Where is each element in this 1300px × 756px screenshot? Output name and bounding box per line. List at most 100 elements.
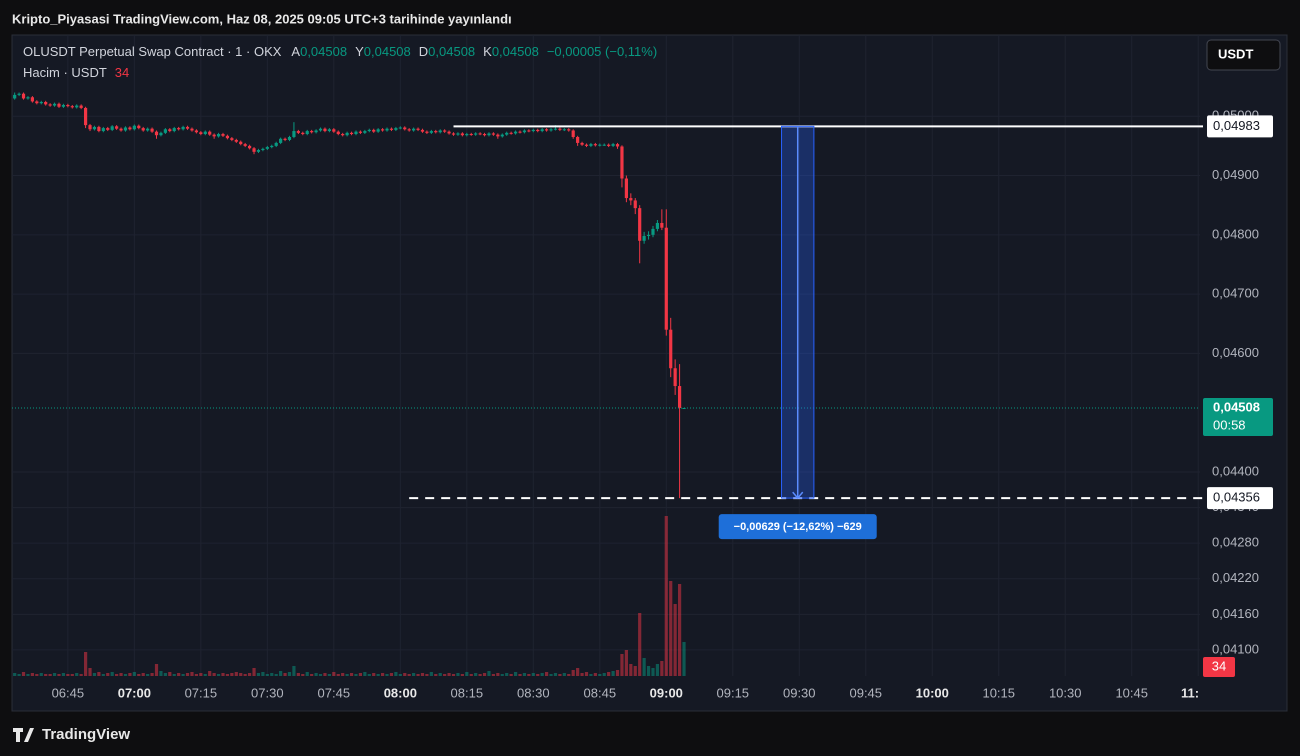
volume-bar [660,661,664,676]
candle-body [669,329,673,369]
candle-body [602,144,606,146]
volume-bar [21,672,26,676]
volume-bar [500,674,504,676]
price-line-label-box [1207,115,1273,138]
candle-body [234,139,238,142]
candle-body [305,131,309,135]
candle-body [212,134,216,137]
candle-body [101,128,105,132]
candle-body [141,128,145,131]
volume-bar [367,674,371,676]
legend-value: 0,04508 [492,44,539,59]
volume-bar [664,516,668,676]
volume-bar [673,604,677,676]
plot [12,92,1200,676]
dashed-line-label: 0,04356 [1213,490,1260,505]
volume-bar [83,652,88,676]
candle-body [416,128,420,130]
x-tick-label: 07:45 [318,685,351,700]
volume-bar [518,674,522,676]
volume-bar [451,674,456,676]
volume-bar [394,672,398,676]
volume-axis-box [1203,657,1235,677]
candle-body [482,134,487,136]
candle-body [243,144,247,146]
grid [12,35,1200,676]
candle-body [21,93,26,99]
measure-arrowhead [792,491,804,500]
volume-bar [354,674,358,676]
volume-bar [248,673,252,676]
volume-bar [429,672,433,676]
volume-bar [261,672,265,676]
x-tick-label: 07:00 [118,685,151,700]
candle-body [513,131,518,134]
volume-bar [669,581,673,676]
y-tick-label: 0,04600 [1212,345,1259,360]
candle-body [13,94,17,99]
currency-button[interactable] [1206,39,1281,71]
chart-panel [11,34,1288,712]
candle-body [673,368,677,387]
volume-bar [584,672,589,676]
last-price-label: 0,04508 [1213,399,1260,414]
volume-bar [230,673,234,676]
candle-body [48,104,52,106]
volume-bar [416,674,420,676]
candle-body [412,128,416,131]
volume-bar [57,674,61,676]
candle-body [505,132,509,135]
x-tick-label: 08:30 [517,685,550,700]
candle-body [70,106,74,108]
candle-body [394,128,398,130]
last-price-box [1203,397,1273,436]
volume-bar [194,674,199,676]
candle-body [593,144,597,146]
candle-body [509,132,513,134]
candle-body [398,127,402,129]
y-tick-label: 0,04220 [1212,570,1259,585]
change: −0,00005 (−0,11%) [547,44,657,59]
volume-bar [154,664,159,676]
candle-body [407,129,411,131]
volume-bar [465,672,469,676]
candle-body [518,131,522,133]
volume-bar [203,674,207,676]
volume-bar [225,674,230,676]
candle-body [57,103,61,107]
volume-bar [385,674,389,676]
candle-body [655,222,660,229]
brand-logo [13,728,34,742]
volume-bar [646,666,651,676]
volume-bar [97,672,101,676]
candle-body [39,102,43,104]
volume-bar [146,674,150,676]
candle-body [607,144,611,146]
candle-body [536,129,540,132]
candle-body [425,131,429,133]
x-tick-label: 09:15 [717,685,750,700]
volume-bar [682,642,686,676]
volume-bar [216,674,221,676]
legend-value: 0,04508 [300,44,347,59]
candle-body [270,145,274,148]
volume-bar [469,674,473,676]
candle-body [611,144,615,146]
candle-body [664,227,668,330]
volume-bar [283,673,287,676]
volume-bar [531,673,535,676]
volume-bar [199,673,203,676]
candle-body [589,144,593,146]
candle-body [83,107,88,126]
volume-bar [607,672,611,676]
volume-bar [474,673,478,676]
currency[interactable]: USDT [1218,46,1253,61]
candle-body [163,129,167,133]
candle-body [620,146,624,179]
volume-axis-label: 34 [1212,658,1226,673]
volume-bar [256,673,261,676]
candle-body [30,97,34,102]
candle-body [638,208,642,241]
candle-body [75,105,79,108]
volume-bar [190,672,194,676]
